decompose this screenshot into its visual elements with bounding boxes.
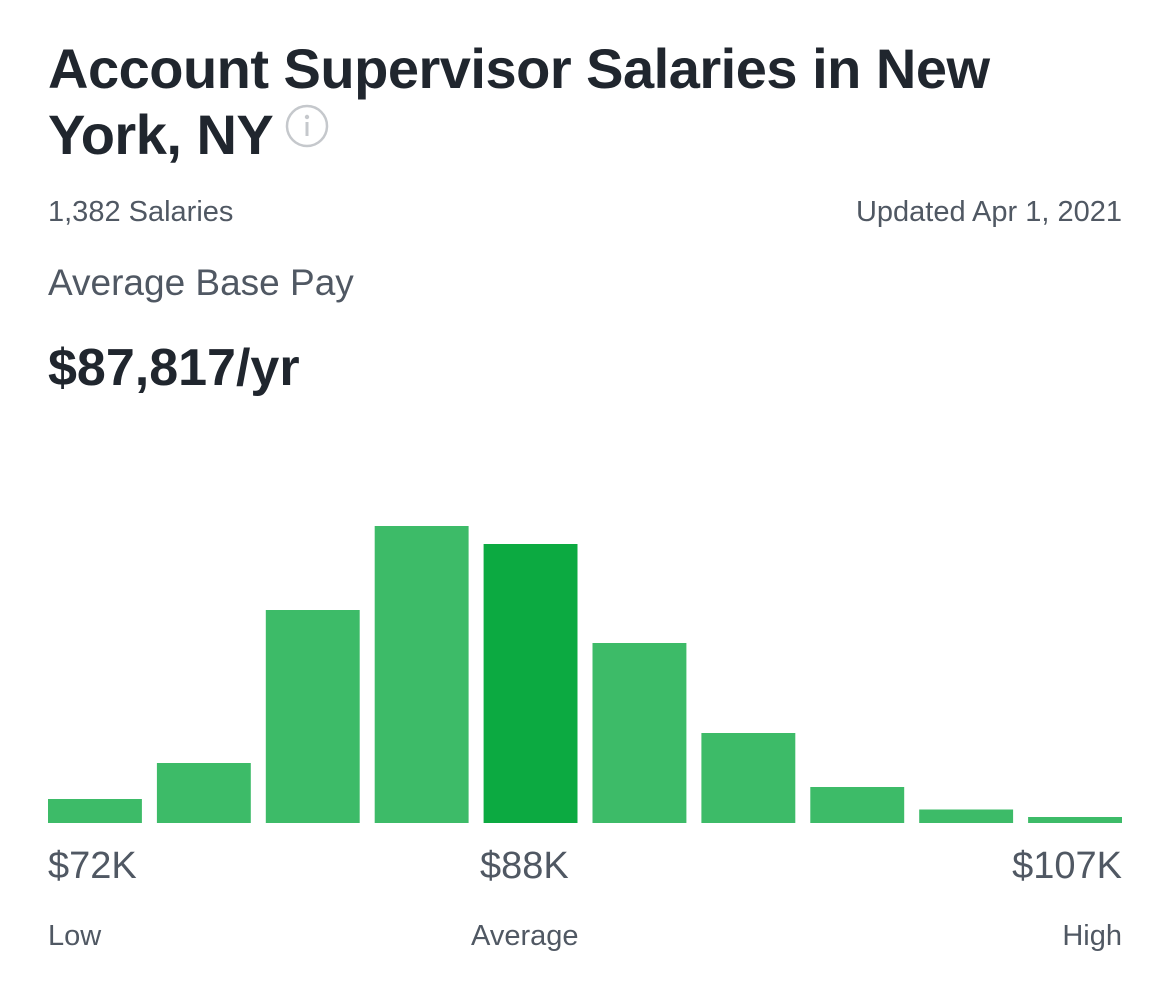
caption-low: Low <box>48 920 102 952</box>
histogram-bar[interactable] <box>810 787 905 823</box>
histogram-bar[interactable] <box>919 809 1014 824</box>
updated-date: Updated Apr 1, 2021 <box>855 196 1122 228</box>
caption-high: High <box>1062 920 1122 952</box>
histogram-bar[interactable] <box>701 733 796 823</box>
salaries-count: 1,382 Salaries <box>48 196 234 228</box>
histogram-bar[interactable] <box>1028 817 1122 823</box>
histogram-bar[interactable] <box>592 643 687 823</box>
histogram-bar[interactable] <box>374 526 469 823</box>
tick-average: $88K <box>480 845 569 887</box>
average-base-pay-value: $87,817/yr <box>48 339 300 397</box>
histogram-bar[interactable] <box>265 610 360 823</box>
page-title: Account Supervisor Salaries in New York,… <box>48 36 1048 168</box>
histogram-bar-average[interactable] <box>483 544 578 823</box>
info-icon[interactable] <box>285 104 329 148</box>
tick-low: $72K <box>48 845 137 887</box>
tick-high: $107K <box>1012 845 1122 887</box>
histogram-bar[interactable] <box>156 763 251 823</box>
histogram-bar[interactable] <box>48 799 142 823</box>
caption-average: Average <box>471 920 579 952</box>
title-text: Account Supervisor Salaries in New York,… <box>48 37 990 166</box>
average-base-pay-label: Average Base Pay <box>48 262 354 303</box>
